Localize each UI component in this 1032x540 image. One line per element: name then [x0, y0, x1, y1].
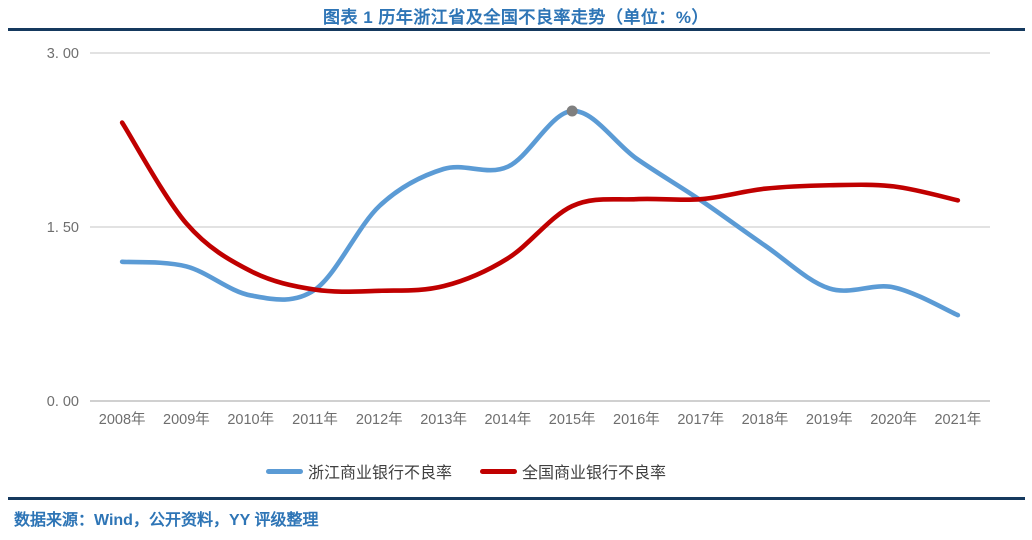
x-tick-label: 2009年 — [163, 411, 210, 428]
peak-marker-dot — [566, 105, 578, 117]
x-tick-label: 2019年 — [806, 411, 853, 428]
x-tick-label: 2017年 — [677, 411, 724, 428]
y-tick-label: 1. 50 — [47, 220, 79, 236]
x-tick-label: 2008年 — [99, 411, 146, 428]
series-line-zhejiang — [119, 108, 961, 318]
data-source-note: 数据来源：Wind，公开资料，YY 评级整理 — [14, 512, 319, 529]
legend-label-national: 全国商业银行不良率 — [522, 463, 667, 482]
top-divider — [8, 28, 1025, 31]
legend-item-national: 全国商业银行不良率 — [480, 459, 666, 483]
chart-legend: 浙江商业银行不良率 全国商业银行不良率 — [0, 459, 932, 483]
bottom-divider — [8, 497, 1025, 500]
legend-line-swatch-zhejiang — [265, 468, 303, 474]
x-tick-label: 2012年 — [356, 411, 403, 428]
x-tick-label: 2018年 — [742, 411, 789, 428]
y-tick-label: 3. 00 — [47, 46, 79, 62]
x-tick-label: 2021年 — [934, 411, 981, 428]
series-line-national — [119, 120, 961, 294]
x-tick-label: 2010年 — [227, 411, 274, 428]
x-tick-label: 2011年 — [292, 411, 338, 428]
chart-title: 图表 1 历年浙江省及全国不良率走势（单位：%） — [322, 8, 710, 27]
legend-item-zhejiang: 浙江商业银行不良率 — [265, 459, 452, 483]
x-tick-label: 2020年 — [870, 411, 917, 428]
legend-line-swatch-national — [480, 468, 517, 474]
y-tick-label: 0. 00 — [47, 394, 79, 410]
legend-label-zhejiang: 浙江商业银行不良率 — [307, 463, 452, 482]
x-tick-label: 2015年 — [549, 411, 596, 428]
x-tick-label: 2016年 — [613, 411, 660, 428]
x-tick-label: 2014年 — [484, 411, 531, 428]
x-tick-label: 2013年 — [420, 411, 467, 428]
